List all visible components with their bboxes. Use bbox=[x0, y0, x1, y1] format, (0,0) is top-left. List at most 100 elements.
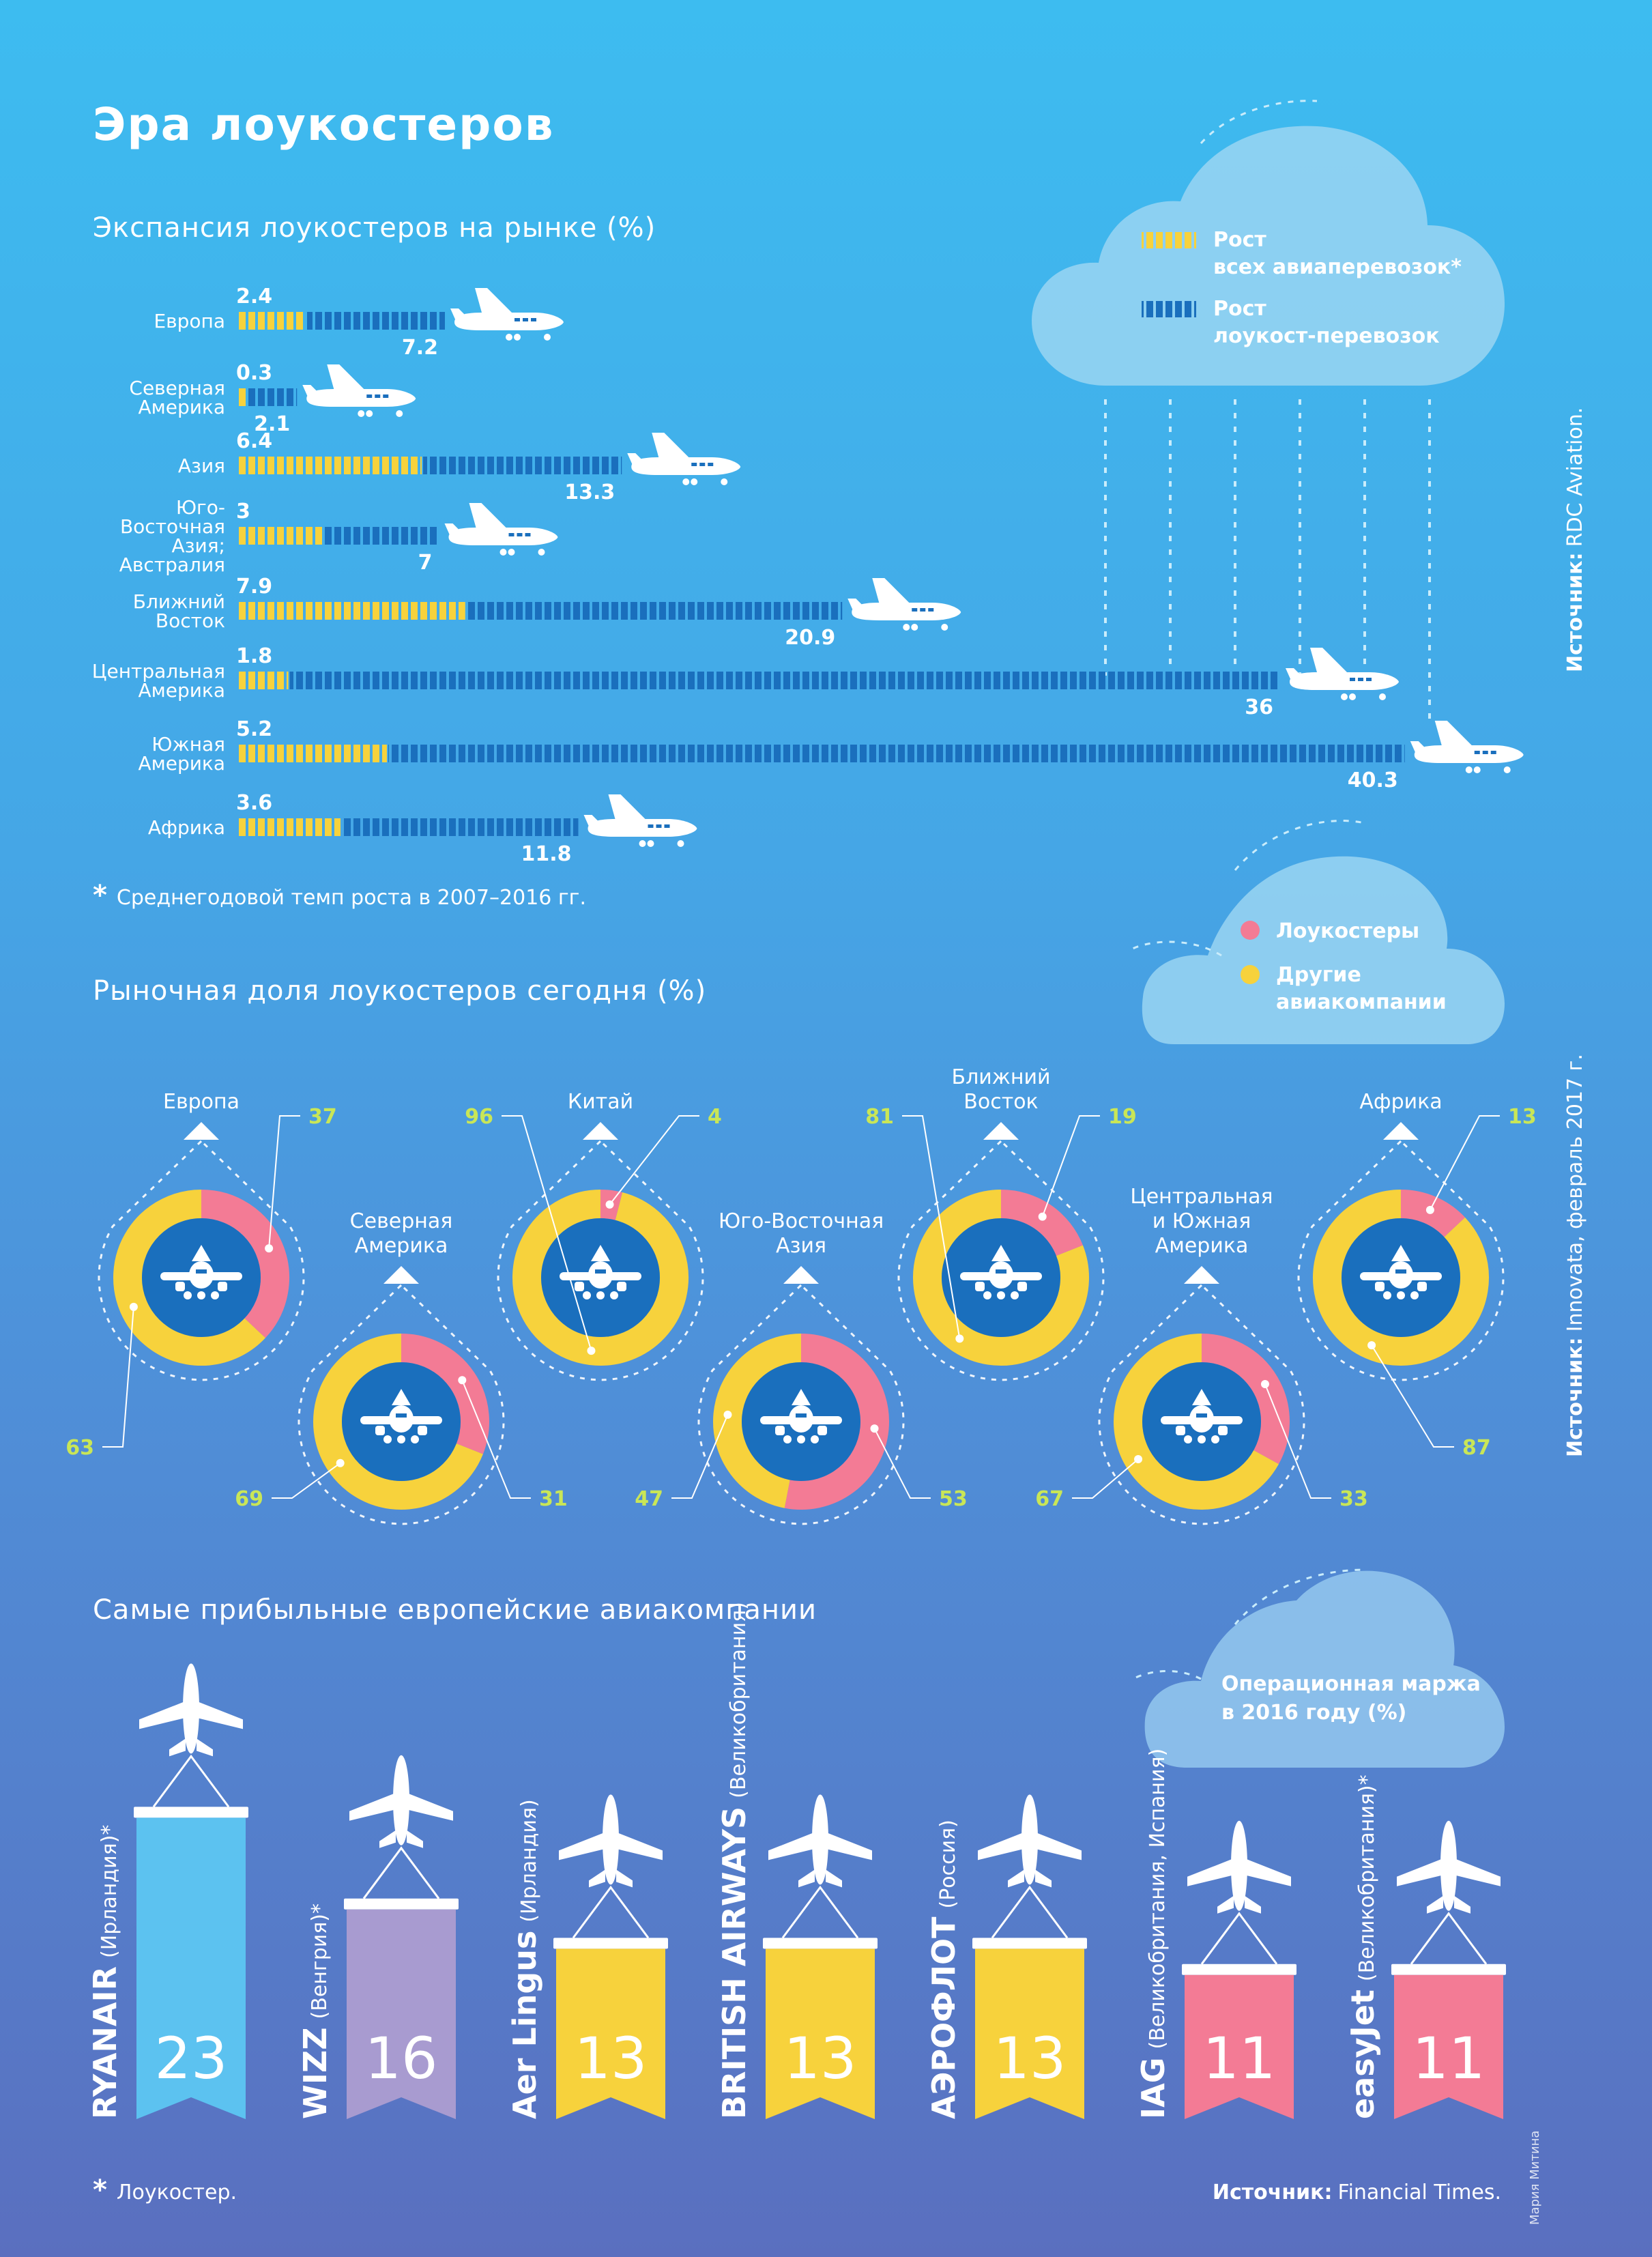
bar-row: Центральная Америка 1.8 36 bbox=[92, 644, 1399, 719]
banner-rope bbox=[152, 1754, 230, 1808]
region-pointer bbox=[383, 1266, 419, 1284]
legend2-item-other: Другие авиакомпании bbox=[1276, 963, 1447, 1014]
airline-banner: 13 АЭРОФЛОТ (Россия) bbox=[925, 1794, 1087, 2119]
airplane-icon bbox=[444, 503, 558, 556]
value-label-total: 0.3 bbox=[236, 361, 272, 385]
region-label: Африка bbox=[1359, 1090, 1442, 1114]
leader-line-lowcost bbox=[1264, 1383, 1331, 1499]
donut-chart: Центральная и Южная Америка 67 33 bbox=[1035, 1185, 1368, 1525]
leader-line-other bbox=[902, 1115, 961, 1339]
value-label-total: 7.9 bbox=[236, 575, 272, 599]
value-label-other: 67 bbox=[1035, 1487, 1064, 1511]
region-label-line: Китай bbox=[568, 1090, 633, 1114]
category-label: Европа bbox=[154, 310, 225, 332]
banner-rod bbox=[344, 1898, 459, 1910]
region-label: Китай bbox=[568, 1090, 633, 1114]
leader-line-lowcost bbox=[1430, 1115, 1500, 1211]
banner-flag bbox=[1394, 1974, 1503, 2119]
airplane-icon bbox=[450, 288, 564, 341]
value-label-total: 6.4 bbox=[236, 429, 272, 453]
leader-line-other bbox=[502, 1115, 592, 1351]
bar-row: Ближний Восток 7.9 20.9 bbox=[133, 575, 961, 650]
region-label-line: Ближний bbox=[952, 1065, 1051, 1089]
value-label-total: 2.4 bbox=[236, 285, 272, 308]
airline-country: (Ирландия) bbox=[517, 1799, 541, 1922]
bar-row: Европа 2.4 7.2 bbox=[154, 285, 564, 360]
bar-total-growth bbox=[236, 312, 306, 330]
airline-name: Aer Lingus bbox=[506, 1931, 543, 2119]
source3: Источник: Financial Times. bbox=[1213, 2181, 1501, 2204]
airline-label: Aer Lingus (Ирландия) bbox=[506, 1799, 543, 2119]
legend3-text: Операционная маржа в 2016 году (%) bbox=[1221, 1672, 1481, 1725]
category-label-line: Азия; bbox=[171, 534, 225, 557]
leader-line-other bbox=[272, 1462, 341, 1499]
banner-rope bbox=[1410, 1912, 1488, 1965]
region-label: Центральная и Южная Америка bbox=[1130, 1185, 1273, 1258]
region-label-line: и Южная bbox=[1153, 1209, 1251, 1233]
airline-country: (Ирландия) bbox=[98, 1835, 121, 1958]
category-label-line: Юго- bbox=[176, 496, 225, 519]
bar-lowcost-growth bbox=[247, 388, 298, 406]
airline-banner: 13 BRITISH AIRWAYS (Великобритания) bbox=[716, 1602, 878, 2119]
airplane-icon bbox=[349, 1755, 453, 1848]
value-label-total: 3 bbox=[236, 500, 250, 523]
bar-lowcost-growth bbox=[289, 672, 1280, 689]
legend1-cloud: Рост всех авиаперевозок* Рост лоукост-пере… bbox=[1032, 100, 1505, 723]
airplane-icon bbox=[1187, 1820, 1291, 1914]
value-label-lowcost: 4 bbox=[708, 1105, 722, 1129]
value-label-other: 47 bbox=[635, 1487, 663, 1511]
region-label-line: Восток bbox=[963, 1090, 1038, 1114]
value-label-lowcost: 11.8 bbox=[521, 842, 571, 866]
banner-flag bbox=[347, 1909, 456, 2119]
bar-total-growth bbox=[236, 527, 323, 545]
airplane-icon bbox=[768, 1794, 872, 1888]
airplane-icon bbox=[978, 1794, 1082, 1888]
bar-row: Азия 6.4 13.3 bbox=[178, 429, 741, 504]
airline-label: IAG (Великобритания, Испания) bbox=[1135, 1749, 1172, 2119]
banner-rope bbox=[1200, 1912, 1278, 1965]
donut-chart: Европа 37 63 bbox=[66, 1090, 337, 1460]
category-label: Африка bbox=[148, 816, 225, 839]
margin-value: 13 bbox=[575, 2025, 648, 2092]
value-label-total: 5.2 bbox=[236, 717, 272, 741]
bar-total-growth bbox=[236, 745, 387, 762]
category-label-line: Южная bbox=[151, 733, 225, 756]
region-pointer bbox=[1184, 1266, 1219, 1284]
airline-country: (Россия) bbox=[936, 1820, 960, 1908]
value-label-lowcost: 31 bbox=[539, 1487, 568, 1511]
airplane-icon bbox=[1410, 721, 1524, 773]
value-label-other: 81 bbox=[865, 1105, 894, 1129]
bar-total-growth bbox=[236, 602, 465, 620]
leader-line-lowcost bbox=[461, 1379, 531, 1499]
section2-title: Рыночная доля лоукостеров сегодня (%) bbox=[93, 975, 706, 1007]
leader-line-lowcost bbox=[873, 1428, 931, 1499]
banner-rod bbox=[1182, 1964, 1296, 1975]
leader-line-other bbox=[1072, 1458, 1139, 1499]
lowcost-mark: * bbox=[1355, 1774, 1379, 1785]
margin-value: 11 bbox=[1203, 2025, 1276, 2092]
region-pointer bbox=[983, 1122, 1019, 1140]
category-label: Юго-Восточная Азия; Австралия bbox=[119, 496, 225, 576]
footnote-lowcost: * Лоукостер. bbox=[93, 2174, 237, 2206]
value-label-other: 87 bbox=[1462, 1436, 1491, 1460]
region-pointer bbox=[783, 1266, 819, 1284]
bar-row: Северная Америка 0.3 2.1 bbox=[129, 361, 416, 436]
legend2-cloud: Лоукостеры Другие авиакомпании bbox=[1132, 820, 1505, 1044]
category-label: Азия bbox=[178, 455, 225, 477]
banner-rod bbox=[972, 1938, 1087, 1949]
donut-chart: Юго-Восточная Азия 47 53 bbox=[635, 1209, 968, 1525]
leader-line-other bbox=[671, 1414, 729, 1499]
bar-total-growth bbox=[236, 672, 289, 689]
donut-chart: Ближний Восток 19 81 bbox=[865, 1065, 1137, 1381]
banner-rod bbox=[763, 1938, 878, 1949]
bar-total-growth bbox=[236, 388, 246, 406]
leader-line-lowcost bbox=[609, 1115, 699, 1205]
region-label: Северная Америка bbox=[350, 1209, 453, 1258]
lowcost-mark: * bbox=[308, 1903, 332, 1914]
airline-country: (Великобритания, Испания) bbox=[1146, 1749, 1170, 2050]
bar-lowcost-growth bbox=[466, 602, 843, 620]
airline-label: BRITISH AIRWAYS (Великобритания) bbox=[716, 1602, 753, 2119]
banner-flag bbox=[136, 1817, 246, 2119]
bar-total-growth bbox=[236, 457, 422, 474]
